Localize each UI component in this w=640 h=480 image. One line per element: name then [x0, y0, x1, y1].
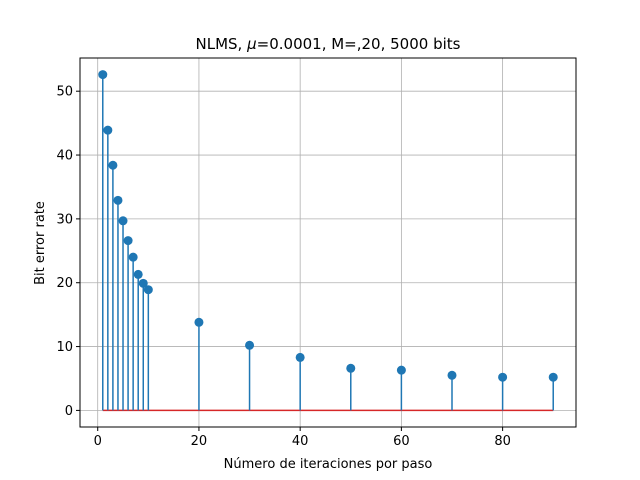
stems — [102, 74, 554, 411]
stem-marker — [133, 269, 143, 279]
stem-marker — [98, 70, 108, 80]
y-tick-label: 0 — [65, 404, 73, 419]
markers — [98, 70, 558, 382]
chart-title-suffix: =0.0001, M=,20, 5000 bits — [257, 35, 461, 53]
x-ticks: 0 20 40 60 80 — [94, 427, 511, 449]
stem-marker — [113, 195, 123, 205]
x-tick-label: 20 — [191, 434, 208, 449]
y-tick-label: 20 — [56, 276, 73, 291]
x-tick-label: 60 — [393, 434, 410, 449]
y-tick-label: 50 — [56, 85, 73, 100]
stem-marker — [118, 216, 128, 226]
stem-marker — [548, 372, 558, 382]
chart-title: NLMS, μ=0.0001, M=,20, 5000 bits — [196, 35, 461, 53]
stem-marker — [447, 370, 457, 380]
y-tick-label: 40 — [56, 149, 73, 164]
x-tick-label: 0 — [94, 434, 102, 449]
chart-title-symbol: μ — [246, 35, 257, 53]
y-tick-label: 10 — [56, 340, 73, 355]
stem-marker — [194, 317, 204, 327]
stem-marker — [128, 252, 138, 262]
stem-marker — [295, 352, 305, 362]
stem-marker — [103, 125, 113, 135]
stem-marker — [396, 365, 406, 375]
x-tick-label: 80 — [494, 434, 511, 449]
stem-marker — [346, 363, 356, 373]
y-tick-label: 30 — [56, 212, 73, 227]
stem-marker — [123, 236, 133, 246]
plot-frame — [79, 57, 577, 428]
stem-marker — [498, 372, 508, 382]
chart-title-prefix: NLMS, — [196, 35, 248, 53]
stem-marker — [108, 160, 118, 170]
stem-marker — [138, 278, 148, 288]
x-axis-label: Número de iteraciones por paso — [224, 457, 433, 472]
stem-marker — [143, 285, 153, 295]
y-axis-label: Bit error rate — [33, 201, 48, 285]
x-tick-label: 40 — [292, 434, 309, 449]
stem-marker — [245, 340, 255, 350]
y-ticks: 0 10 20 30 40 50 — [56, 85, 80, 419]
